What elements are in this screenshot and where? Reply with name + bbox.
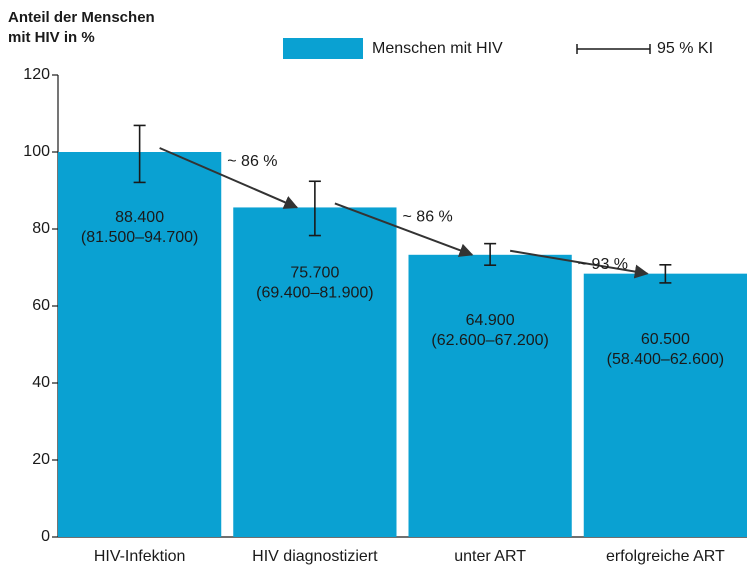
step-label: ~ 93 % [578, 256, 628, 273]
bar-label: 64.900 [466, 312, 515, 329]
step-arrow [159, 147, 299, 209]
error-bar [133, 124, 146, 184]
step-arrow [509, 249, 649, 279]
y-tick-label: 120 [23, 66, 50, 83]
error-bar [484, 242, 497, 266]
y-tick-label: 0 [41, 528, 50, 545]
bar [58, 152, 222, 537]
x-tick-label: erfolgreiche ART [606, 548, 725, 565]
legend-label: Menschen mit HIV [372, 40, 503, 57]
y-tick-label: 80 [32, 220, 50, 237]
legend-error-icon [576, 44, 651, 54]
chart-title: Anteil der Menschen [8, 9, 155, 26]
error-bar [308, 180, 321, 237]
x-tick-label: HIV diagnostiziert [252, 548, 378, 565]
error-bar [659, 264, 672, 284]
bar-label: (58.400–62.600) [607, 351, 724, 368]
bar [233, 207, 397, 537]
bar-label: (62.600–67.200) [431, 332, 548, 349]
chart-title: mit HIV in % [8, 29, 95, 46]
y-tick-label: 60 [32, 297, 50, 314]
bar-label: 88.400 [115, 209, 164, 226]
bar-label: (81.500–94.700) [81, 229, 198, 246]
step-label: ~ 86 % [227, 153, 277, 170]
step-arrow [334, 202, 474, 257]
bar [408, 254, 572, 538]
y-tick-label: 20 [32, 451, 50, 468]
y-tick-label: 40 [32, 374, 50, 391]
bar [583, 273, 747, 537]
bar-label: (69.400–81.900) [256, 285, 373, 302]
legend-swatch [283, 38, 363, 59]
y-tick-label: 100 [23, 143, 50, 160]
step-label: ~ 86 % [403, 209, 453, 226]
legend-label: 95 % KI [657, 40, 713, 57]
x-tick-label: unter ART [454, 548, 526, 565]
x-tick-label: HIV-Infektion [94, 548, 186, 565]
bar-label: 60.500 [641, 331, 690, 348]
bar-label: 75.700 [290, 265, 339, 282]
